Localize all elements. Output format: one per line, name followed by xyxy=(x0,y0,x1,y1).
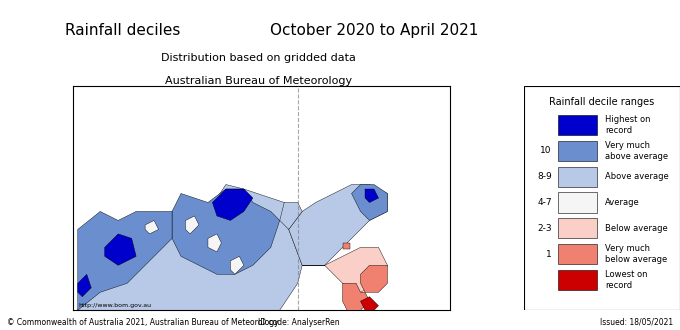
Text: Rainfall deciles: Rainfall deciles xyxy=(65,23,180,38)
Polygon shape xyxy=(302,248,388,292)
Text: © Commonwealth of Australia 2021, Australian Bureau of Meteorology: © Commonwealth of Australia 2021, Austra… xyxy=(7,318,278,327)
Polygon shape xyxy=(289,184,388,265)
Polygon shape xyxy=(360,265,388,292)
Bar xyxy=(558,141,597,161)
Bar xyxy=(558,218,597,238)
Bar xyxy=(558,270,597,290)
Bar xyxy=(558,167,597,187)
Text: Australian Bureau of Meteorology: Australian Bureau of Meteorology xyxy=(165,76,352,86)
Polygon shape xyxy=(343,283,369,310)
Text: 2-3: 2-3 xyxy=(537,224,551,233)
Text: ID code: AnalyserRen: ID code: AnalyserRen xyxy=(258,318,340,327)
Text: Highest on
record: Highest on record xyxy=(605,115,651,135)
Polygon shape xyxy=(78,274,91,297)
Text: Very much
below average: Very much below average xyxy=(605,245,667,264)
Text: Very much
above average: Very much above average xyxy=(605,141,668,161)
Polygon shape xyxy=(360,297,379,310)
Polygon shape xyxy=(105,234,136,265)
Text: Distribution based on gridded data: Distribution based on gridded data xyxy=(161,53,356,63)
Text: http://www.bom.gov.au: http://www.bom.gov.au xyxy=(79,303,152,309)
Text: Issued: 18/05/2021: Issued: 18/05/2021 xyxy=(600,318,673,327)
Text: Lowest on
record: Lowest on record xyxy=(605,270,647,290)
Polygon shape xyxy=(352,184,388,220)
Text: Below average: Below average xyxy=(605,224,668,233)
Polygon shape xyxy=(78,212,172,310)
Polygon shape xyxy=(145,220,158,234)
Polygon shape xyxy=(231,256,244,274)
Text: 8-9: 8-9 xyxy=(537,172,551,181)
FancyBboxPatch shape xyxy=(524,86,680,310)
Text: 10: 10 xyxy=(540,147,551,155)
Polygon shape xyxy=(172,189,279,274)
Polygon shape xyxy=(212,189,253,220)
Text: 1: 1 xyxy=(546,249,551,259)
Text: Rainfall decile ranges: Rainfall decile ranges xyxy=(549,97,654,107)
Polygon shape xyxy=(78,184,302,310)
Polygon shape xyxy=(279,203,302,229)
Bar xyxy=(558,192,597,213)
Polygon shape xyxy=(208,234,222,252)
Text: 4-7: 4-7 xyxy=(537,198,551,207)
Text: Above average: Above average xyxy=(605,172,668,181)
Polygon shape xyxy=(343,243,350,249)
Text: Average: Average xyxy=(605,198,640,207)
Polygon shape xyxy=(186,216,199,234)
Bar xyxy=(558,244,597,264)
Bar xyxy=(558,115,597,135)
Text: October 2020 to April 2021: October 2020 to April 2021 xyxy=(270,23,478,38)
Polygon shape xyxy=(365,189,379,203)
